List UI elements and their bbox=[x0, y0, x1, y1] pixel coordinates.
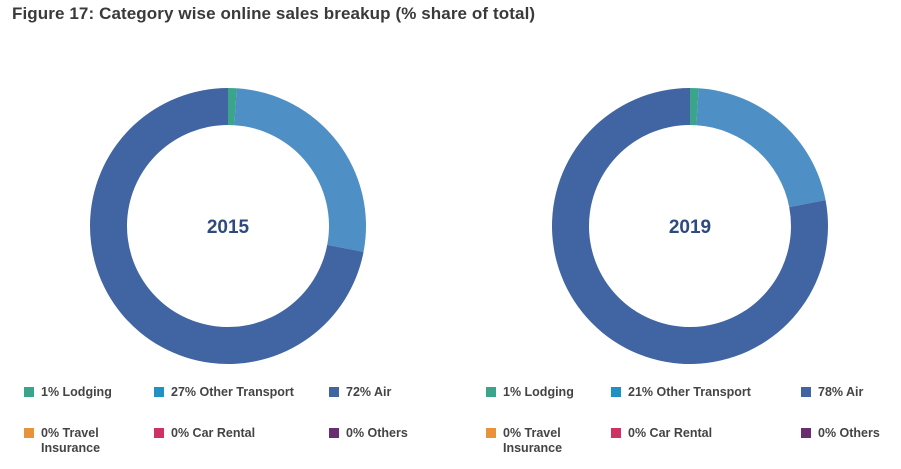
legend-label: 78% Air bbox=[818, 385, 864, 399]
legend-item-air: 72% Air bbox=[329, 385, 391, 400]
legend-label: 0% Others bbox=[346, 426, 408, 440]
legend-label: 1% Lodging bbox=[41, 385, 112, 399]
legend-swatch-other-transport bbox=[611, 387, 621, 397]
legend-item-lodging: 1% Lodging bbox=[486, 385, 574, 400]
legend-label: 0% Travel Insurance bbox=[41, 426, 101, 455]
legend-item-others: 0% Others bbox=[801, 426, 880, 441]
donut-2015-slice-lodging bbox=[228, 88, 237, 126]
legend-label: 72% Air bbox=[346, 385, 392, 399]
legend-label: 21% Other Transport bbox=[628, 385, 751, 399]
legend-item-car-rental: 0% Car Rental bbox=[154, 426, 255, 441]
legend-2019: 1% Lodging 21% Other Transport 78% Air 0… bbox=[486, 385, 901, 465]
legend-swatch-travel-insurance bbox=[486, 428, 496, 438]
legend-swatch-other-transport bbox=[154, 387, 164, 397]
legend-item-others: 0% Others bbox=[329, 426, 408, 441]
legend-label: 27% Other Transport bbox=[171, 385, 294, 399]
figure-title: Figure 17: Category wise online sales br… bbox=[12, 4, 536, 23]
donut-2015-slice-other-transport bbox=[234, 88, 366, 252]
legend-label: 0% Car Rental bbox=[628, 426, 713, 440]
legend-swatch-lodging bbox=[486, 387, 496, 397]
legend-label: 0% Others bbox=[818, 426, 880, 440]
legend-swatch-others bbox=[329, 428, 339, 438]
legend-swatch-car-rental bbox=[154, 428, 164, 438]
legend-swatch-others bbox=[801, 428, 811, 438]
legend-swatch-car-rental bbox=[611, 428, 621, 438]
donut-center-label-2019: 2019 bbox=[669, 217, 711, 238]
legend-item-lodging: 1% Lodging bbox=[24, 385, 112, 400]
donut-2019-slice-lodging bbox=[690, 88, 699, 126]
legend-swatch-air bbox=[329, 387, 339, 397]
legend-label: 1% Lodging bbox=[503, 385, 574, 399]
donut-center-label-2015: 2015 bbox=[207, 217, 250, 238]
legend-item-other-transport: 27% Other Transport bbox=[154, 385, 294, 400]
legend-item-travel-insurance: 0% Travel Insurance bbox=[24, 426, 136, 456]
legend-label: 0% Travel Insurance bbox=[503, 426, 563, 455]
legend-swatch-travel-insurance bbox=[24, 428, 34, 438]
legend-item-travel-insurance: 0% Travel Insurance bbox=[486, 426, 598, 456]
legend-label: 0% Car Rental bbox=[171, 426, 256, 440]
legend-swatch-lodging bbox=[24, 387, 34, 397]
legend-item-air: 78% Air bbox=[801, 385, 863, 400]
legend-swatch-air bbox=[801, 387, 811, 397]
donut-2019-slice-other-transport bbox=[696, 88, 826, 208]
legend-item-other-transport: 21% Other Transport bbox=[611, 385, 751, 400]
legend-item-car-rental: 0% Car Rental bbox=[611, 426, 712, 441]
legend-2015: 1% Lodging 27% Other Transport 72% Air 0… bbox=[24, 385, 454, 465]
